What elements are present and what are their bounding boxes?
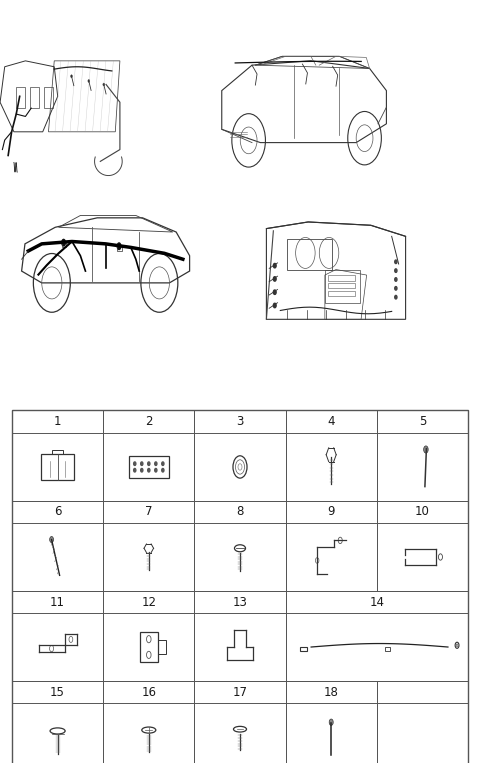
Text: 1: 1	[54, 415, 61, 429]
Bar	[140, 633, 157, 662]
Bar	[129, 456, 169, 478]
Circle shape	[155, 468, 157, 472]
Bar	[117, 246, 121, 251]
Bar	[12, 410, 468, 763]
Text: 2: 2	[145, 415, 153, 429]
Bar	[385, 647, 390, 651]
Text: 3: 3	[236, 415, 244, 429]
Circle shape	[395, 295, 397, 299]
Text: 14: 14	[369, 595, 384, 609]
Text: 8: 8	[236, 505, 244, 519]
Text: 17: 17	[232, 685, 248, 699]
Bar	[328, 291, 356, 296]
Bar	[52, 449, 63, 454]
Circle shape	[274, 277, 276, 281]
Circle shape	[395, 269, 397, 272]
Bar	[325, 269, 360, 303]
Bar	[41, 454, 74, 480]
Text: 11: 11	[50, 595, 65, 609]
Circle shape	[395, 260, 397, 263]
Circle shape	[274, 303, 276, 307]
Text: 10: 10	[415, 505, 430, 519]
Circle shape	[395, 287, 397, 290]
Circle shape	[148, 462, 150, 465]
Text: 6: 6	[54, 505, 61, 519]
Circle shape	[88, 79, 90, 82]
Bar	[328, 283, 356, 288]
Text: 13: 13	[233, 595, 247, 609]
Bar	[157, 639, 167, 655]
Circle shape	[61, 239, 66, 246]
Bar	[62, 243, 66, 247]
Circle shape	[71, 75, 72, 78]
Circle shape	[162, 462, 164, 465]
Circle shape	[424, 446, 428, 453]
Circle shape	[395, 278, 397, 282]
Circle shape	[117, 242, 121, 250]
Text: 4: 4	[327, 415, 335, 429]
Circle shape	[329, 719, 333, 726]
Circle shape	[133, 468, 136, 472]
Text: 9: 9	[327, 505, 335, 519]
Text: 18: 18	[324, 685, 338, 699]
Circle shape	[103, 83, 105, 86]
Bar	[287, 239, 332, 269]
Circle shape	[49, 536, 53, 542]
Circle shape	[148, 468, 150, 472]
Text: 12: 12	[141, 595, 156, 609]
Text: 5: 5	[419, 415, 426, 429]
Circle shape	[141, 462, 143, 465]
Bar	[30, 87, 39, 108]
Bar	[16, 87, 25, 108]
Bar	[44, 87, 53, 108]
Circle shape	[162, 468, 164, 472]
Circle shape	[274, 263, 276, 268]
Circle shape	[141, 468, 143, 472]
Circle shape	[274, 290, 276, 295]
Circle shape	[155, 462, 157, 465]
Bar	[328, 275, 356, 281]
Text: 16: 16	[141, 685, 156, 699]
Bar	[300, 647, 308, 652]
Circle shape	[133, 462, 136, 465]
Text: 15: 15	[50, 685, 65, 699]
Text: 7: 7	[145, 505, 153, 519]
